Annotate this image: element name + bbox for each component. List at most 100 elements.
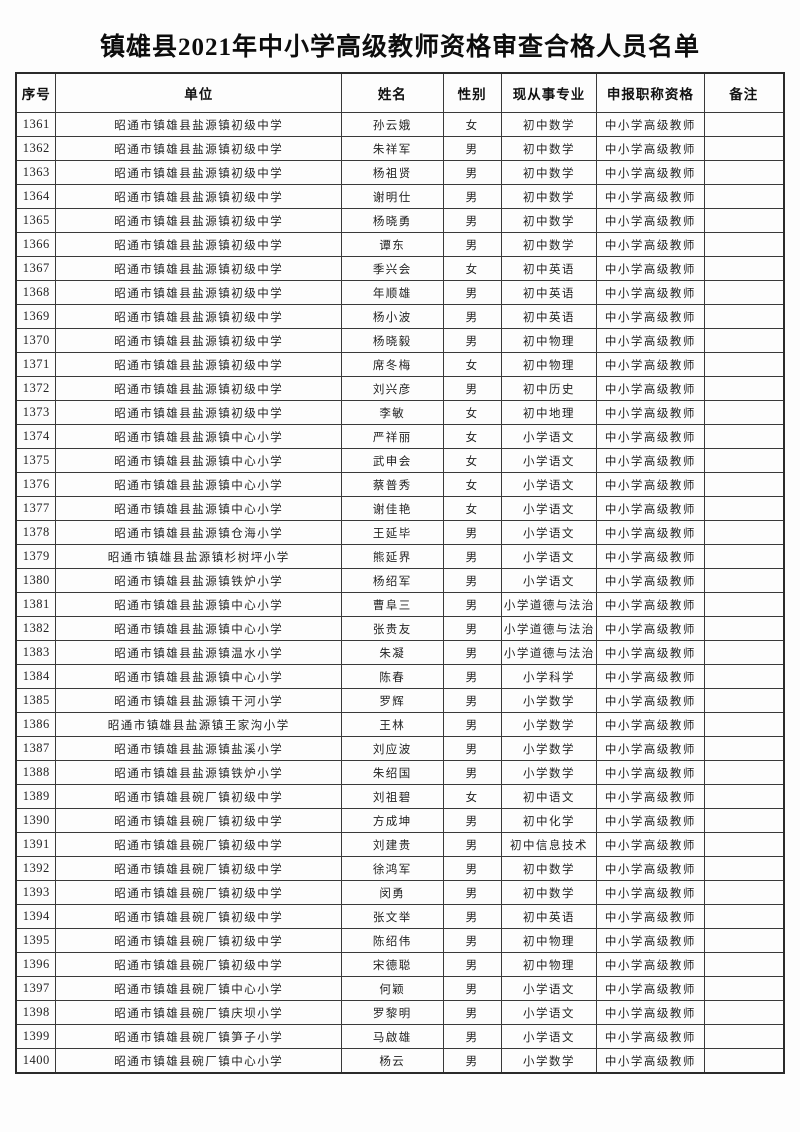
cell-current-major: 小学数学 [500, 712, 598, 737]
cell-name: 杨晓毅 [341, 328, 444, 353]
cell-unit: 昭通市镇雄县盐源镇温水小学 [55, 640, 343, 665]
cell-gender: 男 [442, 808, 502, 833]
header-name: 姓名 [341, 72, 444, 113]
cell-declared-title: 中小学高级教师 [596, 1024, 705, 1049]
cell-name: 杨晓勇 [341, 208, 444, 233]
table-row: 1388 昭通市镇雄县盐源镇铁炉小学 朱绍国男小学数学 中小学高级教师 [15, 760, 785, 785]
table-row: 1362 昭通市镇雄县盐源镇初级中学 朱祥军男初中数学 中小学高级教师 [15, 136, 785, 161]
cell-serial-number: 1399 [15, 1024, 57, 1049]
cell-remark [703, 1048, 785, 1074]
cell-serial-number: 1391 [15, 832, 57, 857]
cell-remark [703, 208, 785, 233]
cell-name: 刘建贵 [341, 832, 444, 857]
cell-remark [703, 232, 785, 257]
cell-remark [703, 184, 785, 209]
cell-gender: 男 [442, 184, 502, 209]
cell-current-major: 初中数学 [500, 232, 598, 257]
cell-serial-number: 1363 [15, 160, 57, 185]
cell-unit: 昭通市镇雄县盐源镇铁炉小学 [55, 760, 343, 785]
cell-serial-number: 1397 [15, 976, 57, 1001]
cell-current-major: 初中数学 [500, 136, 598, 161]
cell-serial-number: 1379 [15, 544, 57, 569]
cell-unit: 昭通市镇雄县碗厂镇初级中学 [55, 856, 343, 881]
cell-name: 方成坤 [341, 808, 444, 833]
cell-current-major: 初中英语 [500, 904, 598, 929]
cell-gender: 男 [442, 544, 502, 569]
cell-unit: 昭通市镇雄县盐源镇初级中学 [55, 328, 343, 353]
table-body: 1361 昭通市镇雄县盐源镇初级中学 孙云娥女初中数学 中小学高级教师 1362 昭通市镇… [15, 112, 785, 1074]
cell-unit: 昭通市镇雄县盐源镇初级中学 [55, 136, 343, 161]
header-gender: 性别 [442, 72, 502, 113]
cell-unit: 昭通市镇雄县碗厂镇中心小学 [55, 1048, 343, 1074]
table-row: 1374 昭通市镇雄县盐源镇中心小学 严祥丽女小学语文 中小学高级教师 [15, 424, 785, 449]
cell-unit: 昭通市镇雄县碗厂镇初级中学 [55, 784, 343, 809]
cell-remark [703, 544, 785, 569]
cell-serial-number: 1389 [15, 784, 57, 809]
cell-unit: 昭通市镇雄县盐源镇中心小学 [55, 424, 343, 449]
cell-serial-number: 1395 [15, 928, 57, 953]
cell-gender: 男 [442, 664, 502, 689]
cell-current-major: 初中数学 [500, 856, 598, 881]
cell-gender: 男 [442, 1048, 502, 1074]
table-row: 1364 昭通市镇雄县盐源镇初级中学 谢明仕男初中数学 中小学高级教师 [15, 184, 785, 209]
table-row: 1396 昭通市镇雄县碗厂镇初级中学 宋德聪男初中物理 中小学高级教师 [15, 952, 785, 977]
cell-remark [703, 640, 785, 665]
cell-gender: 男 [442, 736, 502, 761]
cell-current-major: 小学语文 [500, 976, 598, 1001]
cell-serial-number: 1386 [15, 712, 57, 737]
cell-name: 陈绍伟 [341, 928, 444, 953]
cell-declared-title: 中小学高级教师 [596, 688, 705, 713]
cell-unit: 昭通市镇雄县碗厂镇初级中学 [55, 928, 343, 953]
table-row: 1398 昭通市镇雄县碗厂镇庆坝小学 罗黎明男小学语文 中小学高级教师 [15, 1000, 785, 1025]
cell-name: 年顺雄 [341, 280, 444, 305]
cell-current-major: 初中物理 [500, 928, 598, 953]
cell-unit: 昭通市镇雄县碗厂镇中心小学 [55, 976, 343, 1001]
cell-unit: 昭通市镇雄县盐源镇中心小学 [55, 472, 343, 497]
cell-gender: 男 [442, 280, 502, 305]
cell-unit: 昭通市镇雄县盐源镇中心小学 [55, 496, 343, 521]
cell-serial-number: 1378 [15, 520, 57, 545]
cell-gender: 男 [442, 1024, 502, 1049]
cell-name: 朱祥军 [341, 136, 444, 161]
table-row: 1395 昭通市镇雄县碗厂镇初级中学 陈绍伟男初中物理 中小学高级教师 [15, 928, 785, 953]
cell-name: 王林 [341, 712, 444, 737]
cell-declared-title: 中小学高级教师 [596, 376, 705, 401]
cell-remark [703, 712, 785, 737]
table-row: 1382 昭通市镇雄县盐源镇中心小学 张贵友男小学道德与法治 中小学高级教师 [15, 616, 785, 641]
table-row: 1386 昭通市镇雄县盐源镇王家沟小学 王林男小学数学 中小学高级教师 [15, 712, 785, 737]
cell-current-major: 小学语文 [500, 424, 598, 449]
cell-current-major: 初中语文 [500, 784, 598, 809]
cell-remark [703, 1000, 785, 1025]
table-row: 1391 昭通市镇雄县碗厂镇初级中学 刘建贵男初中信息技术 中小学高级教师 [15, 832, 785, 857]
cell-declared-title: 中小学高级教师 [596, 856, 705, 881]
cell-unit: 昭通市镇雄县盐源镇干河小学 [55, 688, 343, 713]
table-row: 1372 昭通市镇雄县盐源镇初级中学 刘兴彦男初中历史 中小学高级教师 [15, 376, 785, 401]
cell-remark [703, 304, 785, 329]
cell-declared-title: 中小学高级教师 [596, 784, 705, 809]
cell-gender: 女 [442, 352, 502, 377]
cell-declared-title: 中小学高级教师 [596, 592, 705, 617]
cell-declared-title: 中小学高级教师 [596, 880, 705, 905]
cell-serial-number: 1367 [15, 256, 57, 281]
cell-unit: 昭通市镇雄县盐源镇王家沟小学 [55, 712, 343, 737]
cell-current-major: 初中物理 [500, 352, 598, 377]
cell-gender: 男 [442, 304, 502, 329]
cell-remark [703, 664, 785, 689]
cell-name: 刘祖碧 [341, 784, 444, 809]
table-row: 1377 昭通市镇雄县盐源镇中心小学 谢佳艳女小学语文 中小学高级教师 [15, 496, 785, 521]
cell-gender: 女 [442, 472, 502, 497]
cell-serial-number: 1398 [15, 1000, 57, 1025]
cell-declared-title: 中小学高级教师 [596, 160, 705, 185]
cell-remark [703, 952, 785, 977]
cell-name: 徐鸿军 [341, 856, 444, 881]
cell-serial-number: 1370 [15, 328, 57, 353]
cell-current-major: 小学数学 [500, 736, 598, 761]
cell-declared-title: 中小学高级教师 [596, 904, 705, 929]
cell-gender: 男 [442, 832, 502, 857]
cell-current-major: 初中英语 [500, 256, 598, 281]
cell-declared-title: 中小学高级教师 [596, 1000, 705, 1025]
cell-name: 罗辉 [341, 688, 444, 713]
cell-gender: 男 [442, 688, 502, 713]
cell-current-major: 小学语文 [500, 1024, 598, 1049]
cell-gender: 男 [442, 856, 502, 881]
